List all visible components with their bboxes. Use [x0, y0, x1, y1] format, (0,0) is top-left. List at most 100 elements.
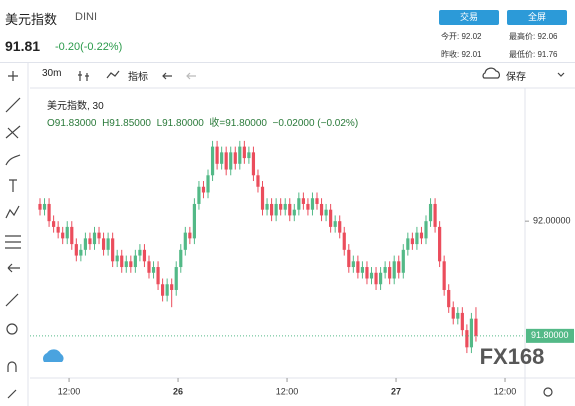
candle-body — [433, 203, 437, 227]
candle-body — [419, 232, 424, 239]
candle-body — [61, 232, 65, 239]
legend-low: L91.80000 — [156, 118, 204, 129]
candle-body — [247, 152, 251, 159]
candle-body — [292, 209, 296, 216]
candle-body — [438, 226, 442, 262]
candle-body — [415, 232, 419, 245]
candle-body — [251, 152, 256, 176]
candle-body — [133, 255, 137, 268]
candle-body — [224, 152, 228, 170]
candle-body — [392, 261, 396, 279]
candle-body — [229, 152, 233, 170]
price: 91.81 — [5, 38, 41, 54]
candle-body — [197, 186, 201, 204]
candle-body — [447, 289, 451, 308]
candle-body — [283, 203, 287, 210]
candle-body — [79, 249, 83, 256]
watermark: FX168 — [480, 344, 545, 369]
candle-body — [369, 272, 374, 279]
candle-body — [333, 221, 337, 227]
x-tick-label: 26 — [173, 386, 183, 396]
candle-body — [306, 203, 310, 210]
candle-body — [338, 221, 342, 233]
candle-body — [324, 209, 328, 216]
symbol-name: 美元指数 — [5, 12, 58, 27]
last-price-tag — [526, 328, 574, 343]
candle-body — [201, 186, 206, 193]
symbol-code: DINI — [75, 11, 97, 23]
candle-body — [260, 186, 265, 210]
legend-change: −0.02000 (−0.02%) — [272, 118, 359, 129]
candle-body — [70, 226, 74, 245]
candle-body — [451, 307, 455, 319]
candle-body — [92, 232, 97, 245]
x-tick-label: 27 — [391, 386, 401, 396]
candle-body — [442, 261, 446, 290]
candle-body — [42, 203, 47, 210]
interval[interactable]: 30m — [42, 68, 62, 79]
candle-body — [424, 221, 428, 239]
candle-body — [142, 249, 147, 262]
candle-body — [38, 203, 42, 210]
candle-body — [101, 238, 106, 250]
candle-body — [378, 272, 383, 285]
candle-body — [183, 232, 187, 250]
candle-body — [215, 146, 219, 164]
candle-body — [460, 312, 464, 331]
candle-body — [456, 312, 460, 319]
candle-body — [65, 226, 69, 239]
candle-body — [319, 203, 324, 216]
last-price-label: 91.80000 — [531, 330, 569, 340]
candle-body — [129, 261, 133, 268]
candle-body — [356, 261, 360, 273]
candle-body — [179, 249, 183, 268]
candle-body — [383, 267, 387, 273]
legend-open: O91.83000 — [47, 118, 97, 129]
fullscreen-button[interactable]: 全屏 — [507, 10, 567, 25]
legend-ohlc: O91.83000 H91.85000 L91.80000 收=91.80000… — [47, 114, 358, 129]
candle-body — [174, 267, 178, 290]
candle-body — [124, 261, 128, 268]
candle-body — [465, 330, 469, 348]
candle-body — [111, 238, 115, 262]
candle-body — [351, 261, 355, 268]
divider — [0, 62, 575, 63]
candle-body — [206, 175, 210, 193]
candle-body — [220, 152, 224, 164]
candle-body — [97, 232, 101, 239]
candle-body — [365, 267, 369, 279]
candle-body — [469, 318, 474, 348]
candle-body — [474, 318, 478, 336]
x-tick-label: 12:00 — [58, 386, 81, 396]
legend-symbol: 美元指数, 30 — [47, 101, 104, 112]
trade-button[interactable]: 交易 — [439, 10, 499, 25]
candle-body — [428, 203, 433, 222]
candle-body — [265, 203, 269, 210]
candle-body — [406, 238, 410, 250]
candle-body — [161, 284, 165, 296]
candle-body — [238, 146, 242, 164]
candle-body — [233, 152, 237, 164]
x-tick-label: 12:00 — [494, 386, 517, 396]
candle-body — [210, 146, 215, 176]
candle-body — [120, 255, 124, 268]
candle-body — [397, 261, 401, 273]
candle-body — [347, 249, 351, 268]
candle-body — [52, 221, 56, 227]
candle-body — [138, 249, 142, 256]
indicators[interactable]: 指标 — [128, 72, 148, 83]
candle-body — [297, 198, 301, 210]
save[interactable]: 保存 — [506, 72, 526, 83]
candle-body — [47, 203, 51, 222]
stat-low: 最低价: 91.76 — [509, 50, 558, 59]
candle-body — [165, 284, 169, 296]
candle-body — [410, 238, 414, 245]
candle-body — [242, 146, 246, 159]
candle-body — [329, 209, 333, 227]
legend-high: H91.85000 — [102, 118, 151, 129]
candle-body — [106, 238, 110, 250]
candle-body — [374, 272, 378, 285]
candle-body — [83, 238, 88, 250]
